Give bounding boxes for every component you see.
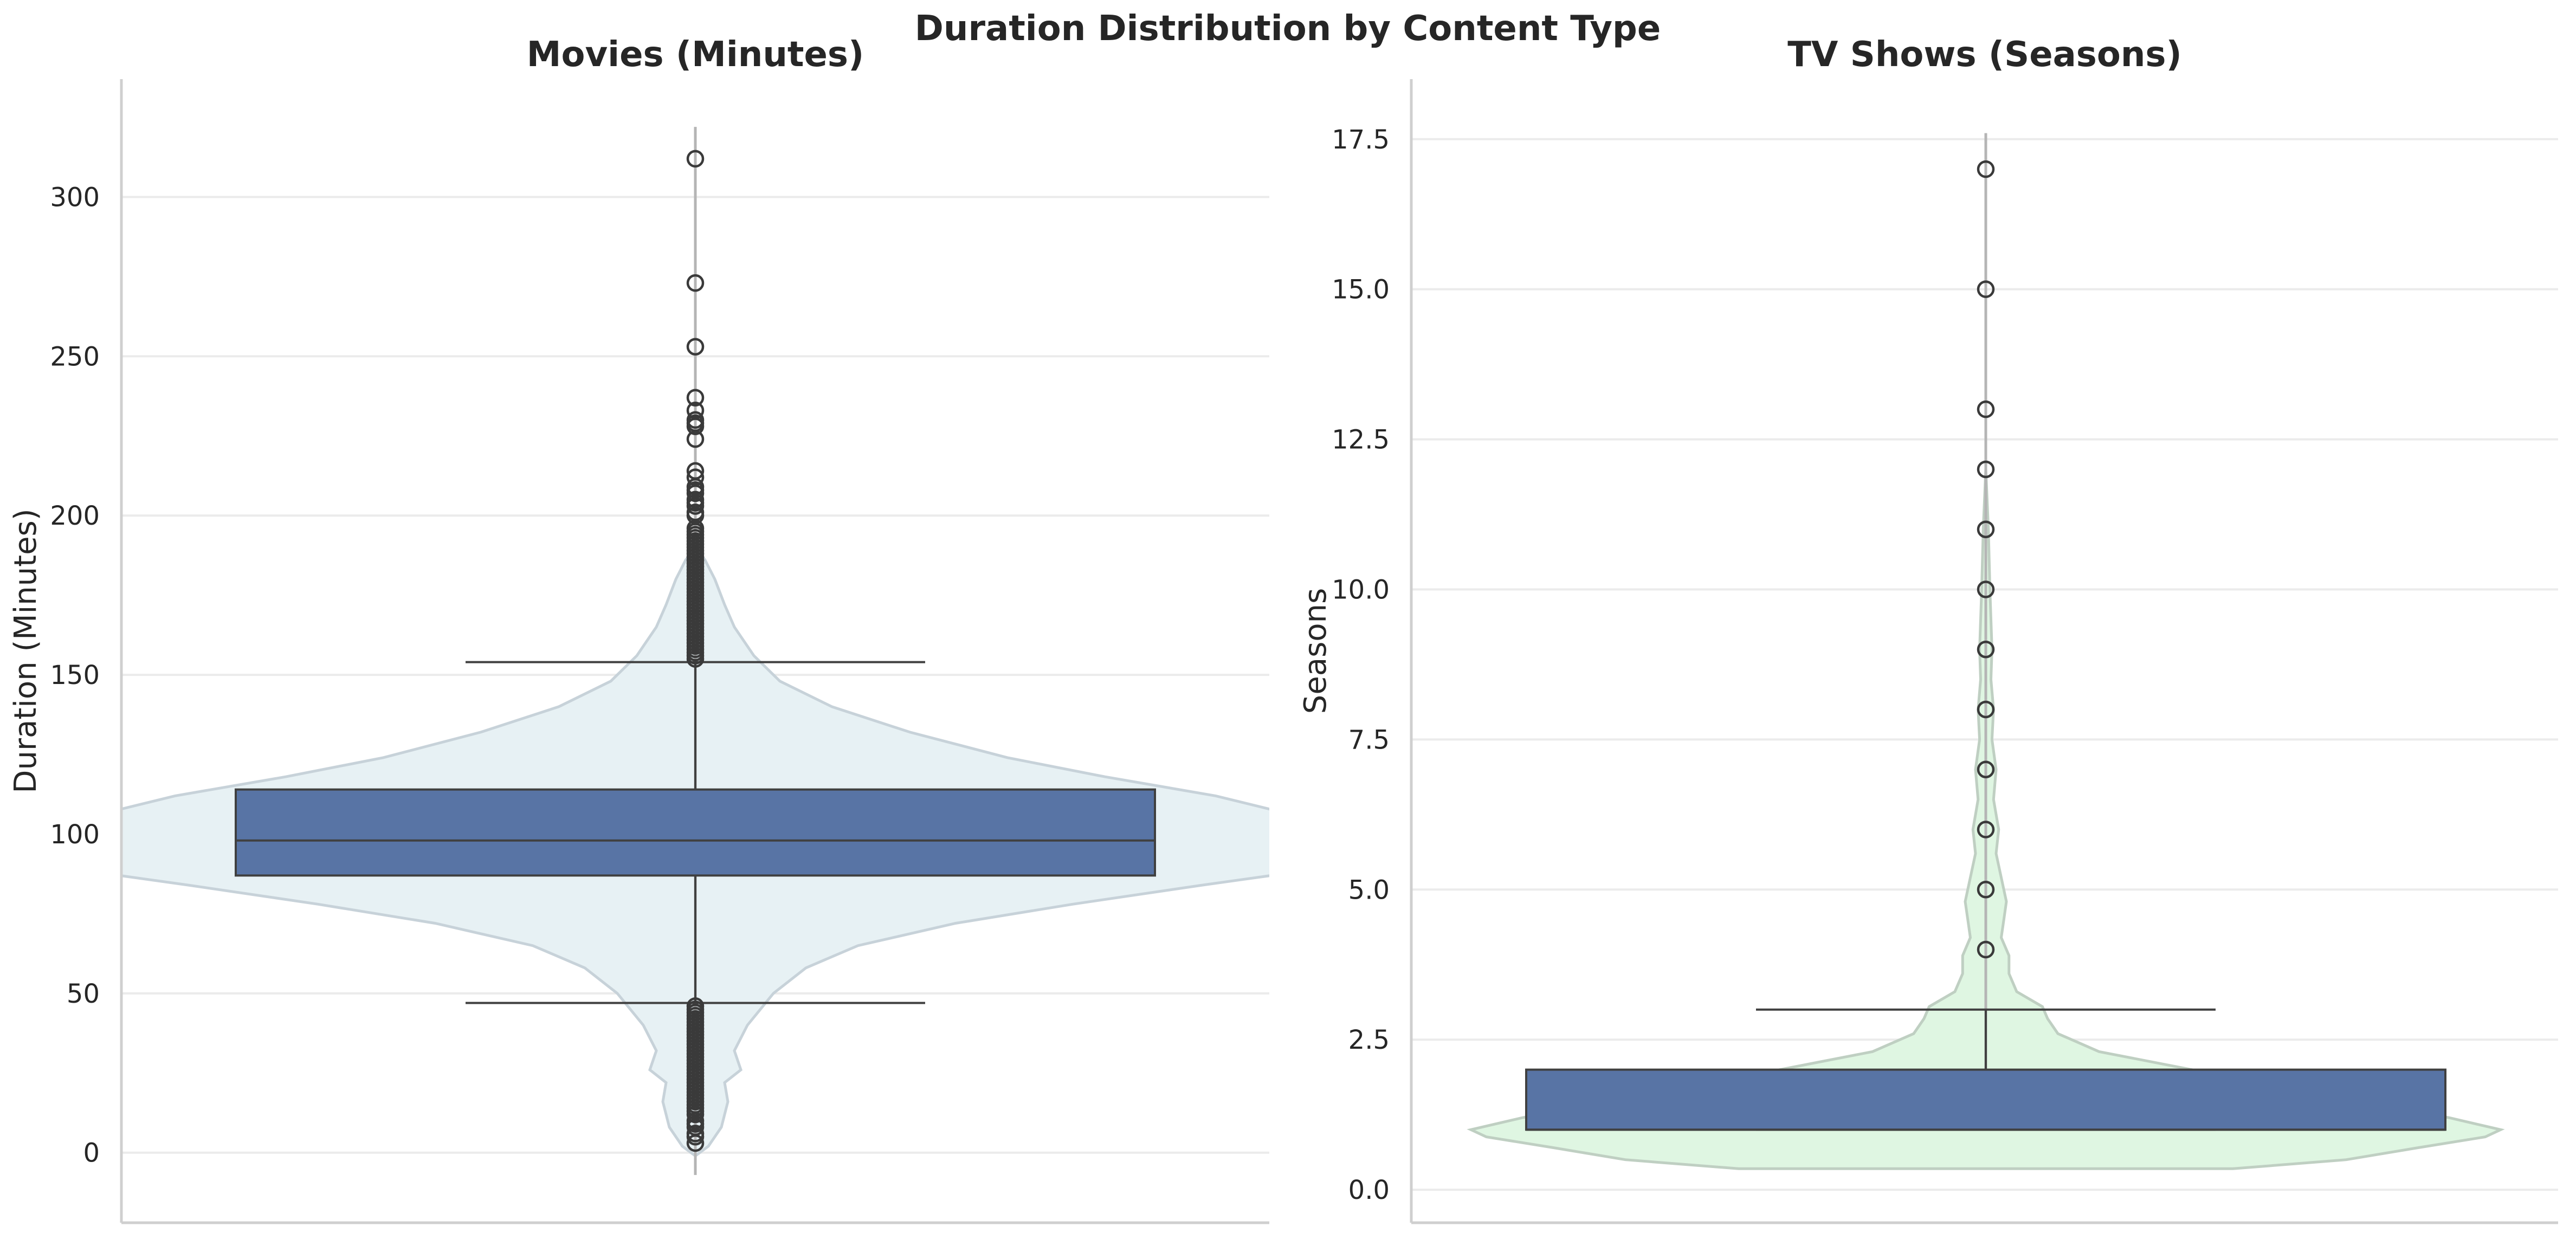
y-tick-label: 7.5 xyxy=(1348,725,1390,755)
outlier-point xyxy=(686,402,705,420)
outlier-point xyxy=(686,338,705,356)
iqr-box xyxy=(235,788,1156,877)
outlier-point xyxy=(686,274,705,292)
plot-area xyxy=(121,127,1269,1175)
outlier-point xyxy=(686,504,705,521)
outlier-point xyxy=(686,468,705,486)
y-tick-label: 2.5 xyxy=(1348,1025,1390,1055)
outlier-point xyxy=(1977,580,1995,598)
y-tick-label: 0 xyxy=(83,1138,100,1169)
outlier-point xyxy=(1977,700,1995,719)
outlier-point xyxy=(686,411,705,429)
y-tick-label: 250 xyxy=(50,341,100,372)
outlier-point xyxy=(1977,160,1995,178)
chart-panel-2: 0.0 2.5 5.0 7.5 10.0 12.5 15.0 17.5 TV Shows (Se… xyxy=(1298,35,2558,1224)
outlier-point xyxy=(686,1125,705,1143)
y-tick-label: 300 xyxy=(50,182,100,212)
y-axis-label: Duration (Minutes) xyxy=(8,508,43,793)
outlier-point xyxy=(686,491,705,509)
outlier-point xyxy=(686,389,705,406)
outlier-point xyxy=(1977,760,1995,779)
y-tick-label: 0.0 xyxy=(1348,1175,1390,1205)
y-tick-label: 12.5 xyxy=(1332,425,1390,455)
y-tick-label: 5.0 xyxy=(1348,875,1390,905)
outlier-point xyxy=(1977,940,1995,959)
outlier-point xyxy=(1977,520,1995,538)
outlier-point xyxy=(1977,400,1995,418)
subplot-title: TV Shows (Seasons) xyxy=(1787,35,2182,75)
figure-title: Duration Distribution by Content Type xyxy=(915,9,1661,49)
outlier-point xyxy=(1977,821,1995,838)
outlier-point xyxy=(1977,280,1995,298)
iqr-box xyxy=(1525,1068,2446,1131)
outlier-point xyxy=(686,462,705,480)
outlier-point xyxy=(686,150,705,168)
plot-area xyxy=(1467,133,2505,1170)
y-tick-label: 150 xyxy=(50,660,100,691)
chart-panel-1: 0 50 100 150 200 250 300 Movies (Minutes) Durati… xyxy=(8,35,1269,1224)
y-tick-label: 50 xyxy=(67,979,100,1009)
y-tick-label: 15.0 xyxy=(1332,275,1390,305)
y-tick-label: 100 xyxy=(50,819,100,850)
outlier-point xyxy=(1977,881,1995,899)
outlier-point xyxy=(1977,460,1995,479)
y-tick-label: 10.0 xyxy=(1332,575,1390,605)
y-axis-label: Seasons xyxy=(1298,588,1333,714)
outlier-point xyxy=(686,997,705,1015)
y-tick-label: 200 xyxy=(50,501,100,531)
outlier-point xyxy=(1977,640,1995,659)
y-tick-label: 17.5 xyxy=(1332,125,1390,155)
subplot-title: Movies (Minutes) xyxy=(527,35,864,75)
chart-panels: 0 50 100 150 200 250 300 Movies (Minutes) Durati… xyxy=(8,35,2558,1224)
